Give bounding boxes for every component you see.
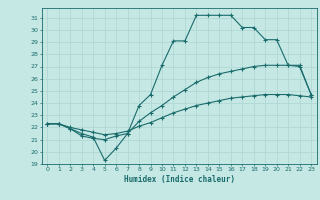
X-axis label: Humidex (Indice chaleur): Humidex (Indice chaleur): [124, 175, 235, 184]
